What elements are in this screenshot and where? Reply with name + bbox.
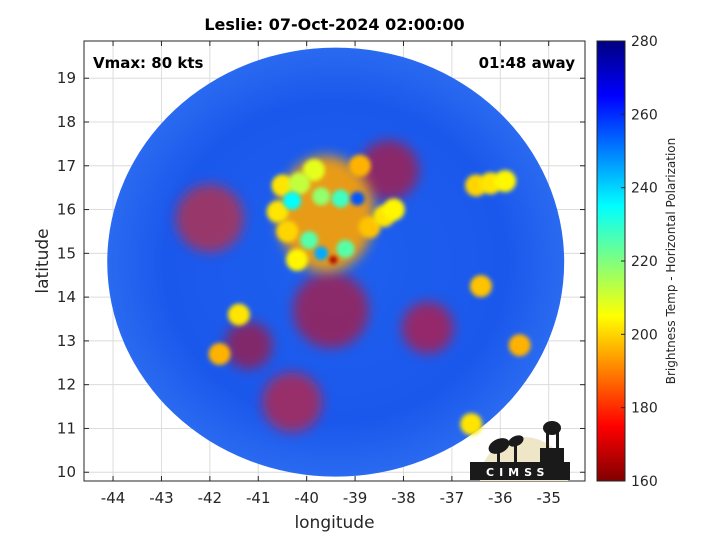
- cloud-band: [224, 321, 273, 370]
- convective-cell: [460, 413, 483, 436]
- cloud-band: [401, 301, 454, 354]
- axes-box: [83, 40, 586, 482]
- x-tick-label: -41: [246, 489, 271, 507]
- y-tick-label: 15: [57, 244, 76, 262]
- convective-cell: [494, 170, 517, 193]
- y-tick-label: 17: [57, 157, 76, 175]
- convective-cell: [285, 248, 308, 271]
- cloud-band: [262, 372, 323, 433]
- convective-cell: [350, 191, 365, 206]
- convective-cell: [312, 187, 331, 206]
- colorbar-tick-label: 280: [631, 34, 658, 50]
- convective-cell: [266, 200, 289, 223]
- convective-cell: [208, 343, 231, 366]
- convective-cell: [348, 154, 371, 177]
- convective-cell: [300, 231, 319, 250]
- x-tick-label: -40: [294, 489, 319, 507]
- x-tick-label: -35: [536, 489, 561, 507]
- cloud-band: [292, 272, 369, 349]
- colorbar-tick-label: 200: [631, 327, 658, 343]
- convective-cell: [302, 159, 325, 182]
- convective-cell: [382, 198, 405, 221]
- cloud-band: [358, 140, 419, 201]
- x-tick-label: -44: [101, 489, 126, 507]
- convective-cell: [336, 239, 355, 258]
- cloud-band: [175, 184, 244, 253]
- convective-cell: [283, 191, 302, 210]
- convective-cell: [508, 334, 531, 357]
- x-axis-label: longitude: [294, 513, 374, 533]
- time-away-annotation: 01:48 away: [479, 54, 576, 72]
- convective-cell: [227, 303, 250, 326]
- colorbar-ticks: 160 180 200 220 240 260 280: [621, 34, 658, 490]
- colorbar-tick-label: 220: [631, 254, 658, 270]
- x-tick-label: -37: [440, 489, 465, 507]
- x-tick-label: -38: [391, 489, 416, 507]
- colorbar-tick-label: 180: [631, 401, 658, 417]
- x-ticks: -44 -43 -42 -41 -40 -39 -38 -37 -36 -35: [101, 41, 561, 507]
- colorbar-tick-label: 160: [631, 474, 658, 490]
- x-tick-label: -36: [488, 489, 513, 507]
- y-tick-label: 12: [57, 376, 76, 394]
- colorbar: [596, 40, 626, 482]
- cimss-logo: CIMSS: [470, 421, 570, 481]
- colorbar-label: Brightness Temp - Horizontal Polarizatio…: [664, 138, 678, 385]
- y-tick-label: 13: [57, 332, 76, 350]
- y-tick-label: 19: [57, 69, 76, 87]
- vmax-annotation: Vmax: 80 kts: [93, 54, 203, 72]
- colorbar-tick-label: 240: [631, 181, 658, 197]
- x-tick-label: -43: [149, 489, 174, 507]
- chart-title: Leslie: 07-Oct-2024 02:00:00: [204, 15, 464, 34]
- x-tick-label: -42: [198, 489, 223, 507]
- convective-cell: [469, 275, 492, 298]
- y-tick-label: 14: [57, 288, 76, 306]
- y-ticks: 10 11 12 13 14 15 16 17 18 19: [57, 69, 585, 481]
- colorbar-tick-label: 260: [631, 107, 658, 123]
- y-tick-label: 10: [57, 463, 76, 481]
- x-tick-label: -39: [343, 489, 368, 507]
- y-axis-label: latitude: [33, 228, 53, 293]
- storm-eye: [329, 255, 338, 264]
- convective-cell: [276, 220, 299, 243]
- convective-cell: [331, 189, 350, 208]
- y-tick-label: 16: [57, 201, 76, 219]
- convective-cell: [271, 174, 294, 197]
- feature-layer: [208, 154, 531, 436]
- svg-text:CIMSS: CIMSS: [486, 466, 549, 479]
- convective-cell: [288, 172, 311, 195]
- convective-cell: [314, 246, 329, 261]
- y-tick-label: 11: [57, 419, 76, 437]
- y-tick-label: 18: [57, 113, 76, 131]
